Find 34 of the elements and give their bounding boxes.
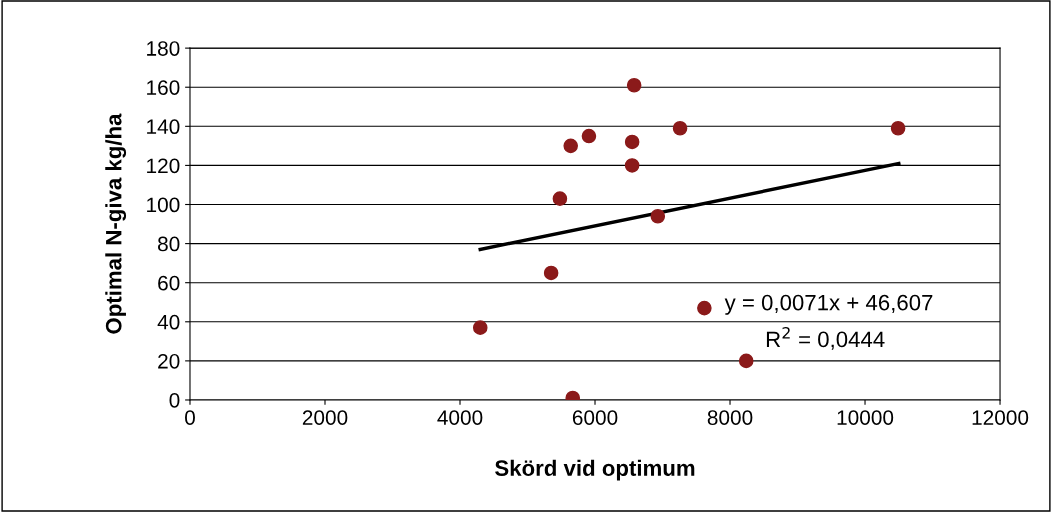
y-tick-label: 0 — [169, 392, 180, 408]
y-tick-label: 100 — [147, 197, 180, 213]
x-tick-label: 8000 — [707, 410, 753, 425]
point — [650, 208, 666, 224]
point — [563, 138, 578, 154]
y-tick-label: 140 — [147, 119, 180, 135]
x-tick-label: 6000 — [572, 410, 618, 425]
y-tick-label: 160 — [147, 80, 180, 95]
point — [890, 120, 906, 136]
point — [626, 77, 642, 93]
point — [697, 300, 712, 316]
point — [624, 158, 640, 173]
point — [672, 120, 688, 136]
point — [581, 128, 597, 144]
y-tick-label: 80 — [158, 236, 180, 252]
annotation: y = 0,0071x + 46,607 — [724, 294, 933, 315]
x-tick-label: 2000 — [302, 410, 348, 425]
y-tick-label: 180 — [147, 41, 180, 56]
y-tick-label: 20 — [158, 353, 180, 369]
point — [543, 265, 559, 281]
y-axis-title: Optimal N-giva kg/ha — [105, 113, 127, 334]
point — [472, 320, 488, 335]
annotation: R$^{2}$ = 0,0444 — [766, 326, 885, 350]
y-tick-label: 60 — [158, 275, 180, 291]
point — [552, 191, 568, 206]
x-tick-label: 12000 — [972, 410, 1029, 425]
y-tick-label: 40 — [157, 314, 180, 330]
x-tick-label: 4000 — [437, 410, 483, 425]
point — [738, 353, 754, 369]
y-tick-label: 120 — [147, 158, 180, 174]
x-axis-title: Skörd vid optimum — [495, 459, 695, 481]
x-tick-label: 10000 — [837, 410, 894, 425]
x-tick-label: 0 — [185, 410, 195, 425]
point — [624, 134, 640, 150]
